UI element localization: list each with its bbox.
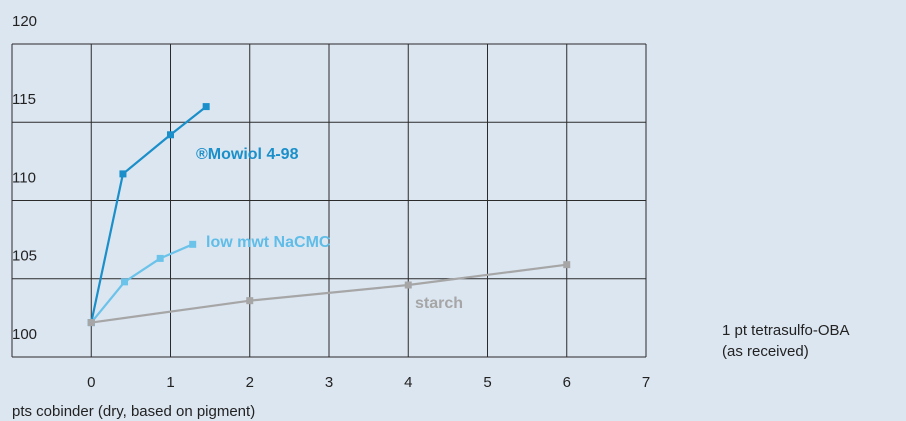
x-axis-label: pts cobinder (dry, based on pigment) (12, 403, 255, 420)
x-tick-label: 3 (325, 374, 333, 391)
data-point (189, 240, 197, 248)
annotation: 1 pt tetrasulfo-OBA (722, 322, 850, 339)
y-tick-label: 120 (12, 13, 37, 30)
data-point (87, 319, 95, 327)
y-tick-label: 110 (12, 169, 36, 186)
data-point (563, 261, 571, 269)
data-point (246, 297, 254, 305)
x-tick-label: 4 (404, 374, 412, 391)
y-tick-label: 115 (12, 91, 36, 108)
series-line (90, 105, 207, 323)
annotation: (as received) (722, 343, 809, 360)
x-tick-label: 5 (483, 374, 491, 391)
series-label: starch (415, 295, 463, 312)
data-point (156, 254, 164, 262)
data-point (121, 278, 129, 286)
x-tick-label: 7 (642, 374, 650, 391)
y-tick-label: 105 (12, 248, 37, 265)
x-tick-label: 0 (87, 374, 95, 391)
data-point (202, 103, 210, 111)
x-tick-label: 2 (246, 374, 254, 391)
data-point (404, 281, 412, 289)
data-point (167, 131, 174, 139)
x-tick-label: 1 (166, 374, 174, 391)
series-line (91, 263, 567, 324)
series-label: ®Mowiol 4-98 (196, 146, 299, 163)
series-label: low mwt NaCMC (206, 234, 331, 251)
y-tick-label: 100 (12, 326, 37, 343)
x-tick-label: 6 (563, 374, 571, 391)
data-point (119, 170, 127, 178)
series-line (90, 243, 194, 324)
